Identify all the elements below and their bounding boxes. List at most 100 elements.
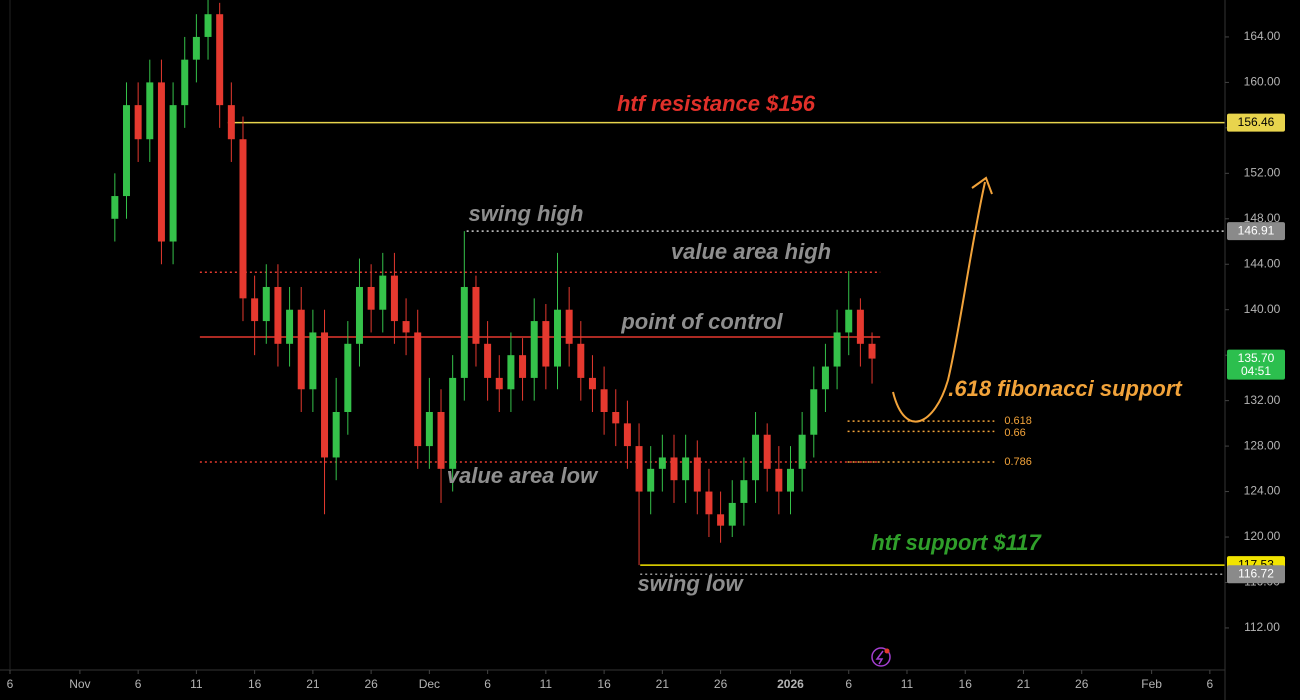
candle-body: [484, 343, 492, 378]
x-tick-label: Nov: [69, 677, 90, 691]
candle-body: [157, 82, 165, 242]
x-tick-label: Feb: [1141, 677, 1162, 691]
x-tick-label: 21: [306, 677, 320, 691]
candle-body: [309, 332, 317, 390]
candle-body: [332, 412, 340, 458]
annotation: .618 fibonacci support: [948, 376, 1183, 401]
candle-body: [554, 309, 562, 367]
price-badge-label: 116.72: [1238, 566, 1274, 580]
x-tick-label: 11: [540, 677, 553, 691]
countdown: 04:51: [1241, 364, 1271, 378]
candle-body: [181, 59, 189, 106]
candles: [111, 0, 876, 566]
y-tick-label: 124.00: [1244, 484, 1281, 498]
candle-body: [623, 423, 631, 447]
annotation: swing low: [637, 571, 744, 596]
x-tick-label: 11: [901, 677, 914, 691]
last-price-badge: [1227, 349, 1285, 380]
candle-body: [705, 491, 713, 515]
candle-body: [134, 105, 142, 140]
alert-dot: [884, 648, 890, 654]
candle-body: [868, 343, 876, 359]
x-tick-label: 26: [364, 677, 378, 691]
y-tick-label: 128.00: [1244, 438, 1281, 452]
y-tick-label: 132.00: [1244, 393, 1281, 407]
annotation: value area high: [671, 239, 831, 264]
candle-body: [612, 412, 620, 424]
arrow-head: [971, 176, 993, 195]
x-tick-label: 16: [959, 677, 973, 691]
price-badge-label: 146.91: [1238, 223, 1275, 237]
candle-body: [728, 502, 736, 526]
fib-label: 0.786: [1004, 456, 1032, 468]
x-tick-label: 2026: [777, 677, 804, 691]
candle-body: [670, 457, 678, 481]
alert-icon[interactable]: [871, 647, 891, 667]
candle-body: [122, 105, 130, 197]
y-tick-label: 160.00: [1244, 75, 1281, 89]
annotation: point of control: [620, 309, 783, 334]
x-tick-label: 21: [656, 677, 670, 691]
candle-body: [251, 298, 259, 322]
candle-body: [588, 377, 596, 390]
annotation: value area low: [447, 463, 599, 488]
projection-arrow: [892, 181, 986, 423]
x-tick-label: 21: [1017, 677, 1031, 691]
x-tick-label: 16: [597, 677, 611, 691]
candle-body: [507, 355, 515, 390]
candle-body: [192, 36, 200, 60]
candle-body: [658, 457, 666, 469]
candle-body: [693, 457, 701, 492]
candle-body: [414, 332, 422, 447]
candle-body: [204, 14, 212, 37]
candle-body: [577, 343, 585, 378]
candle-body: [262, 286, 270, 322]
candle-body: [216, 14, 224, 106]
candle-body: [274, 286, 282, 344]
y-tick-label: 112.00: [1244, 620, 1280, 634]
candle-body: [146, 82, 154, 140]
price-badge: [1227, 565, 1285, 584]
candle-body: [460, 286, 468, 378]
annotation: htf resistance $156: [617, 91, 816, 116]
x-tick-label: 6: [845, 677, 852, 691]
candle-body: [635, 446, 643, 492]
candle-body: [821, 366, 829, 390]
candle-body: [344, 343, 352, 413]
x-tick-label: 16: [248, 677, 262, 691]
x-tick-label: 6: [1207, 677, 1214, 691]
alert-icon-bolt: [875, 650, 884, 665]
fib-label: 0.66: [1004, 427, 1025, 439]
candle-body: [542, 321, 550, 367]
annotation: swing high: [469, 201, 584, 226]
candle-body: [227, 105, 235, 140]
candle-body: [530, 321, 538, 378]
y-tick-label: 140.00: [1244, 302, 1281, 316]
candle-body: [111, 196, 119, 219]
candle-body: [775, 468, 783, 492]
candle-body: [647, 468, 655, 492]
y-tick-label: 164.00: [1244, 29, 1281, 43]
y-tick-label: 148.00: [1244, 211, 1281, 225]
candle-body: [449, 377, 457, 469]
x-tick-label: 6: [135, 677, 142, 691]
candle-body: [740, 480, 748, 503]
y-tick-label: 120.00: [1244, 529, 1281, 543]
x-tick-label: Dec: [419, 677, 440, 691]
x-tick-label: 26: [1075, 677, 1089, 691]
candle-body: [472, 286, 480, 344]
candle-body: [763, 434, 771, 469]
candle-body: [519, 355, 527, 378]
candle-body: [856, 309, 864, 344]
candle-body: [402, 321, 410, 333]
candle-body: [367, 286, 375, 310]
candle-body: [355, 286, 363, 344]
candle-body: [437, 412, 445, 469]
candle-body: [286, 309, 294, 344]
price-badge-label: 156.46: [1238, 115, 1275, 129]
candle-body: [810, 389, 818, 435]
x-tick-label: 6: [7, 677, 14, 691]
candle-body: [565, 309, 573, 344]
candle-body: [495, 377, 503, 390]
